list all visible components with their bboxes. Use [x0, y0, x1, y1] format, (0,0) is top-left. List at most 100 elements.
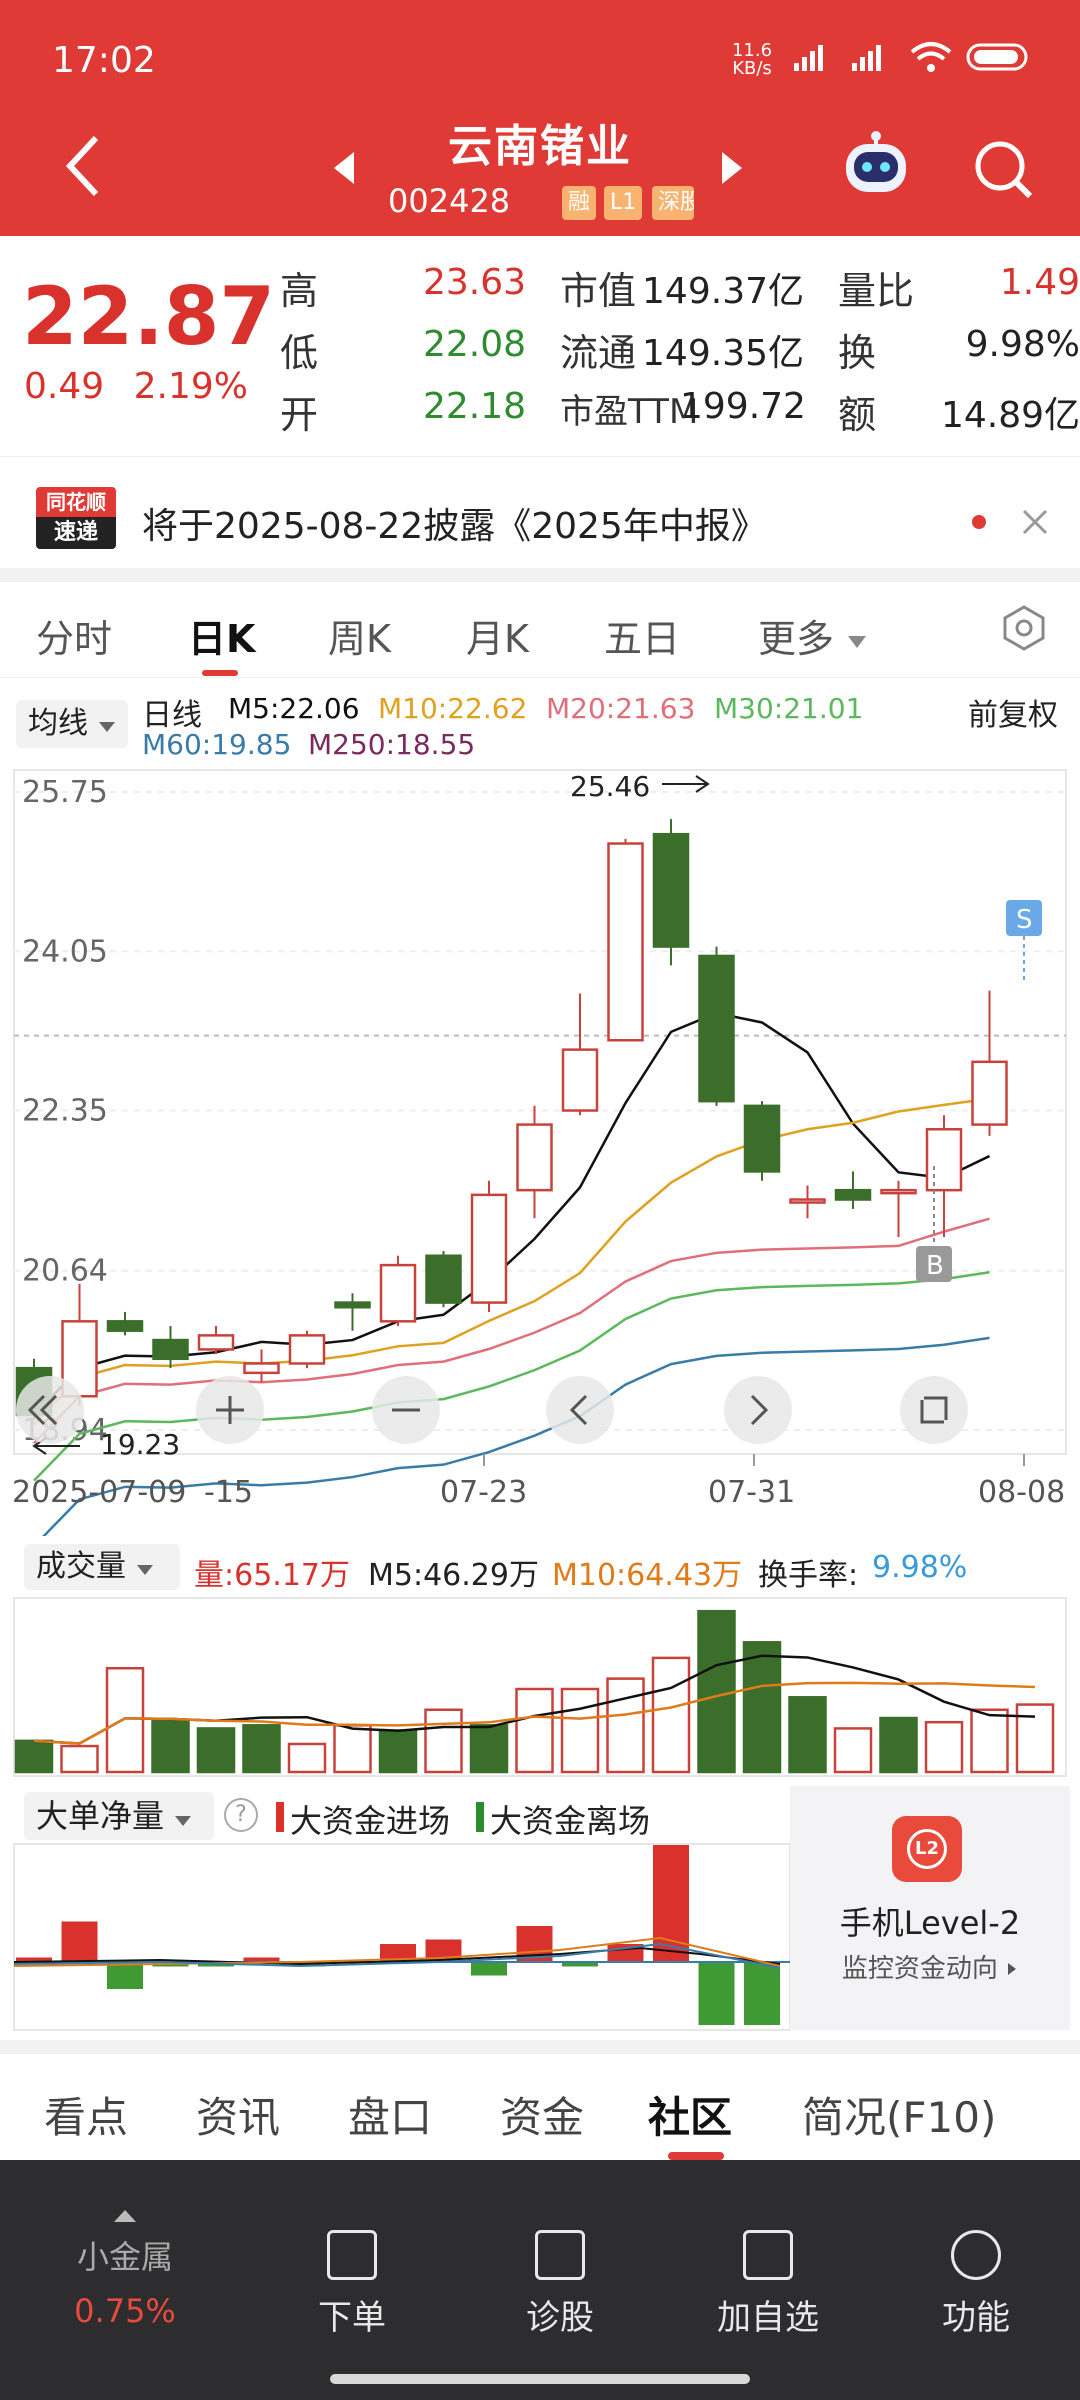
logo-bottom-text: 速递 [36, 517, 116, 549]
label-float-cap: 流通 [560, 331, 637, 375]
active-tab-indicator [202, 670, 238, 676]
prev-stock-icon[interactable] [332, 150, 356, 190]
candle-body [470, 1193, 508, 1304]
close-icon[interactable] [1018, 505, 1052, 543]
candle-body [743, 1104, 781, 1173]
candle-body [334, 1301, 371, 1309]
tab-f10[interactable]: 简况(F10) [802, 2093, 997, 2142]
settings-hex-icon[interactable] [1000, 604, 1048, 656]
candle-body [561, 1048, 599, 1112]
candle-body [925, 1128, 963, 1192]
diagnose-label: 诊股 [526, 2298, 594, 2338]
label-volume-ratio: 量比 [838, 269, 915, 313]
volume-selector[interactable]: 成交量 [24, 1544, 180, 1590]
tag-market: 深股 [652, 186, 694, 220]
notice-banner[interactable]: 同花顺 速递 将于2025-08-22披露《2025年中报》 [0, 456, 1080, 568]
control-glyph [569, 1394, 588, 1426]
tab-monthly-k[interactable]: 月K [466, 617, 529, 661]
candle-body [698, 954, 735, 1103]
tab-highlights[interactable]: 看点 [44, 2093, 129, 2142]
ma-line [33, 1271, 990, 1482]
fullscreen-icon[interactable] [900, 1376, 968, 1444]
ma-line [33, 1011, 991, 1416]
search-icon[interactable] [972, 138, 1036, 206]
ma-selector[interactable]: 均线 [16, 700, 128, 748]
flow-selector[interactable]: 大单净量 [24, 1792, 214, 1840]
tab-intraday[interactable]: 分时 [36, 617, 113, 661]
tab-funds[interactable]: 资金 [500, 2093, 585, 2142]
period-tabs: 分时 日K 周K 月K 五日 更多 [0, 582, 1080, 678]
x-tick-label: 07-23 [440, 1475, 527, 1510]
volume-bar [60, 1744, 99, 1774]
label-amount: 额 [838, 393, 877, 437]
candle-body [243, 1362, 280, 1375]
volume-bar [196, 1727, 236, 1774]
add-watchlist-label: 加自选 [717, 2298, 819, 2338]
label-open: 开 [280, 393, 319, 437]
zoom-in-icon[interactable] [196, 1376, 264, 1444]
next-stock-icon[interactable] [720, 150, 744, 190]
add-watchlist-button[interactable]: 加自选 [698, 2230, 838, 2339]
control-glyph [750, 1394, 769, 1426]
diagnose-icon [535, 2230, 585, 2280]
tab-more-label: 更多 [758, 617, 835, 661]
flow-legend: 大单净量 ? 大资金进场 大资金离场 [0, 1786, 790, 1842]
y-tick-label: 20.64 [22, 1254, 108, 1289]
x-tick-label: 08-08 [978, 1475, 1065, 1510]
tab-five-day[interactable]: 五日 [604, 617, 681, 661]
tab-order-book[interactable]: 盘口 [348, 2093, 433, 2142]
value-amount: 14.89亿 [940, 395, 1080, 436]
sector-info[interactable]: 小金属 0.75% [50, 2208, 200, 2330]
x-tick-label: 2025-07-09 [12, 1475, 186, 1510]
value-pe-ttm: 199.72 [680, 386, 806, 427]
volume-bar [287, 1742, 327, 1774]
x-tick-label: -15 [204, 1475, 253, 1510]
tag-margin: 融 [562, 186, 597, 220]
robot-assistant-icon[interactable] [840, 128, 912, 204]
caret-down-icon [136, 1565, 153, 1575]
tab-more[interactable]: 更多 [758, 608, 868, 663]
level2-promo[interactable]: L2 手机Level-2 监控资金动向 [790, 1786, 1070, 2030]
y-tick-label: 22.35 [22, 1094, 108, 1129]
caret-up-icon [114, 2210, 136, 2222]
chevron-left-icon[interactable] [546, 1376, 614, 1444]
function-button[interactable]: 功能 [906, 2230, 1046, 2339]
tab-community[interactable]: 社区 [648, 2093, 733, 2142]
back-icon[interactable] [62, 134, 102, 202]
ma-m30: M30:21.01 [714, 692, 864, 725]
buy-flag-text: B [926, 1251, 944, 1281]
order-button[interactable]: 下单 [282, 2230, 422, 2339]
value-high: 23.63 [422, 262, 526, 303]
order-icon [327, 2230, 377, 2280]
control-glyph [27, 1394, 58, 1426]
net-flow-bar [698, 1962, 735, 2025]
level2-subtitle: 监控资金动向 [790, 1948, 1070, 1985]
volume-bar [651, 1656, 691, 1774]
outflow-label: 大资金离场 [490, 1802, 651, 1840]
tab-weekly-k[interactable]: 周K [328, 617, 391, 661]
diagnose-button[interactable]: 诊股 [490, 2230, 630, 2339]
sell-flag [1006, 900, 1042, 936]
candle-body [880, 1188, 917, 1195]
zoom-out-icon[interactable] [372, 1376, 440, 1444]
tab-daily-k[interactable]: 日K [188, 617, 256, 661]
ma-line [33, 1097, 990, 1426]
control-bg [546, 1376, 614, 1444]
divider [0, 568, 1080, 582]
quote-panel: 22.87 0.49 2.19% 高 23.63 市值 149.37亿 量比 1… [0, 236, 1080, 456]
ma-line [33, 1217, 990, 1444]
x-tick-label: 07-31 [708, 1475, 795, 1510]
volume-bar [606, 1677, 645, 1774]
caret-right-icon [1008, 1963, 1017, 1975]
rewind-icon[interactable] [16, 1376, 84, 1444]
volume-bar [424, 1708, 463, 1774]
net-flow-bar [380, 1944, 416, 1962]
adjust-mode[interactable]: 前复权 [968, 698, 1058, 733]
help-icon[interactable]: ? [224, 1798, 258, 1832]
tab-news[interactable]: 资讯 [196, 2093, 281, 2142]
volume-chart [13, 1597, 1067, 1777]
net-flow-bar [107, 1962, 143, 1989]
change-amount: 0.49 [24, 366, 105, 407]
chevron-right-icon[interactable] [724, 1376, 792, 1444]
